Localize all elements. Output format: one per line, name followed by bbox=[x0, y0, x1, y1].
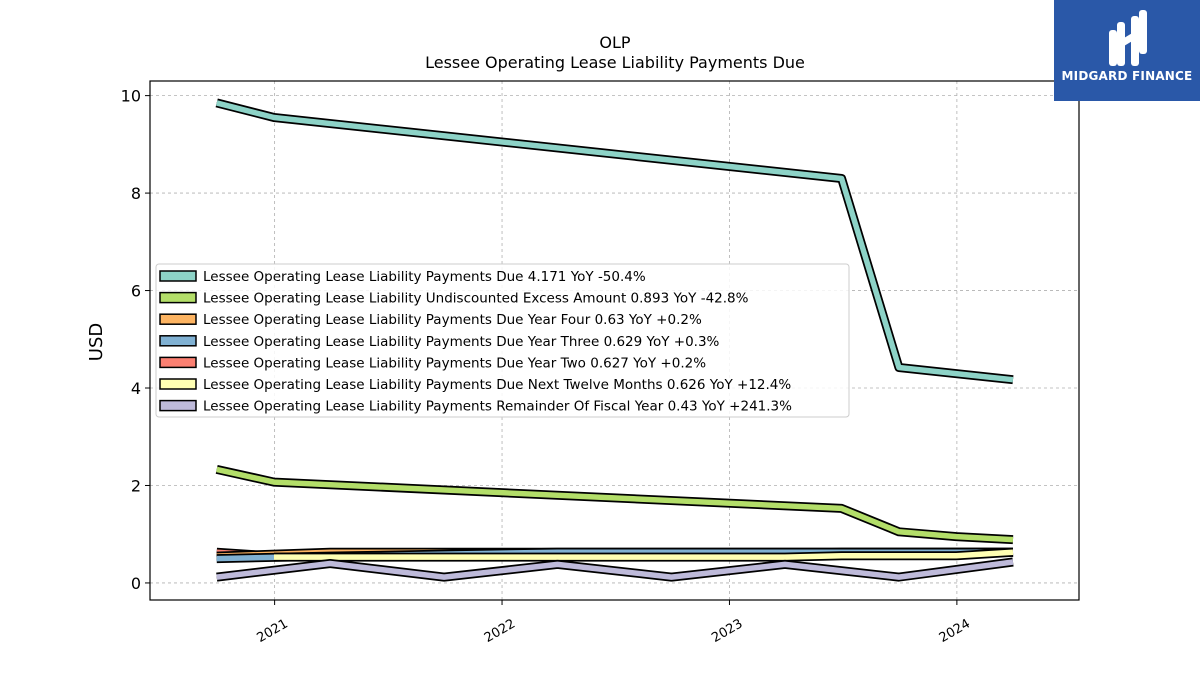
legend-label: Lessee Operating Lease Liability Payment… bbox=[203, 399, 792, 415]
series-line bbox=[274, 547, 1014, 562]
y-tick-label: 8 bbox=[131, 184, 141, 203]
x-tick-label: 2021 bbox=[254, 616, 290, 646]
y-tick-label: 4 bbox=[131, 379, 141, 398]
x-axis-ticks: 2021 2022 2023 2024 bbox=[254, 600, 973, 646]
chart-title: OLP bbox=[599, 33, 631, 52]
x-tick-label: 2022 bbox=[482, 616, 518, 646]
legend-entry: Lessee Operating Lease Liability Undisco… bbox=[159, 291, 749, 307]
brand-name: MIDGARD FINANCE bbox=[1061, 69, 1193, 83]
brand-logo-mark-icon bbox=[1109, 10, 1147, 66]
legend-label: Lessee Operating Lease Liability Payment… bbox=[203, 269, 646, 285]
plot-frame bbox=[149, 80, 1080, 601]
legend-entry: Lessee Operating Lease Liability Payment… bbox=[159, 377, 791, 393]
y-tick-label: 0 bbox=[131, 574, 141, 593]
x-tick-label: 2024 bbox=[937, 616, 973, 646]
chart-subtitle: Lessee Operating Lease Liability Payment… bbox=[425, 53, 805, 72]
legend-label: Lessee Operating Lease Liability Payment… bbox=[203, 377, 791, 393]
series-line bbox=[215, 98, 1014, 385]
legend-entry: Lessee Operating Lease Liability Payment… bbox=[159, 334, 720, 350]
series-lines bbox=[215, 98, 1014, 582]
y-axis-ticks: 0 2 4 6 8 10 bbox=[121, 87, 150, 593]
legend-label: Lessee Operating Lease Liability Undisco… bbox=[203, 291, 749, 307]
series-line-fill bbox=[216, 466, 1014, 543]
legend-swatch bbox=[159, 378, 197, 390]
y-tick-label: 2 bbox=[131, 476, 141, 495]
legend-label: Lessee Operating Lease Liability Payment… bbox=[203, 355, 706, 371]
legend-label: Lessee Operating Lease Liability Payment… bbox=[203, 312, 702, 328]
series-line-fill bbox=[274, 549, 1014, 560]
legend-label: Lessee Operating Lease Liability Payment… bbox=[203, 334, 720, 350]
legend-swatch bbox=[159, 291, 197, 304]
y-tick-label: 10 bbox=[121, 87, 141, 106]
legend-entry: Lessee Operating Lease Liability Payment… bbox=[159, 312, 702, 328]
series-line-fill bbox=[216, 100, 1014, 383]
series-line-fill bbox=[216, 559, 1014, 580]
legend-swatch bbox=[159, 313, 197, 325]
legend-swatch bbox=[159, 335, 197, 347]
legend-swatch bbox=[159, 356, 197, 369]
x-tick-label: 2023 bbox=[709, 616, 745, 646]
legend-entry: Lessee Operating Lease Liability Payment… bbox=[159, 355, 706, 371]
legend-swatch bbox=[159, 399, 197, 412]
y-axis-label: USD bbox=[86, 323, 107, 361]
brand-logo: MIDGARD FINANCE bbox=[1054, 0, 1200, 101]
legend-entry: Lessee Operating Lease Liability Payment… bbox=[159, 399, 792, 415]
series-line bbox=[216, 557, 1014, 582]
legend-box bbox=[155, 263, 850, 418]
legend-swatch bbox=[159, 270, 197, 282]
legend: Lessee Operating Lease Liability Payment… bbox=[155, 263, 850, 418]
series-line bbox=[215, 465, 1014, 545]
y-tick-label: 6 bbox=[131, 282, 141, 301]
legend-entry: Lessee Operating Lease Liability Payment… bbox=[159, 269, 646, 285]
